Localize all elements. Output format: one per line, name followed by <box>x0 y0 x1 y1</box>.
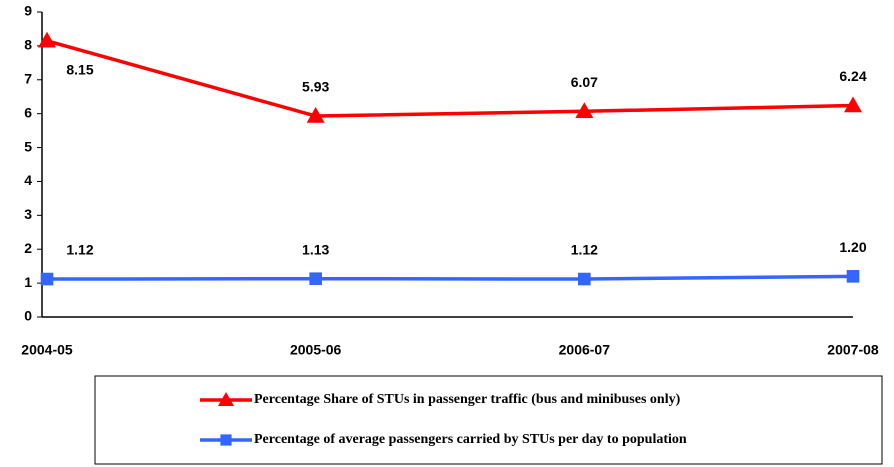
y-tick-label: 3 <box>24 206 32 222</box>
x-tick-label: 2007-08 <box>827 342 879 358</box>
data-point <box>40 272 54 286</box>
y-tick-label: 4 <box>24 172 32 188</box>
data-point <box>306 107 325 123</box>
data-label: 8.15 <box>66 62 93 78</box>
data-point <box>309 272 322 286</box>
y-tick-label: 8 <box>24 37 32 53</box>
data-label: 1.13 <box>302 241 329 257</box>
legend-marker <box>218 392 234 406</box>
data-point <box>38 31 56 48</box>
y-tick-label: 6 <box>24 104 32 120</box>
data-label: 1.12 <box>571 242 598 258</box>
data-point <box>578 272 591 286</box>
data-label: 6.07 <box>571 74 598 90</box>
data-label: 1.20 <box>839 239 866 255</box>
data-point <box>575 102 594 119</box>
legend-text: Percentage Share of STUs in passenger tr… <box>254 392 681 407</box>
x-tick-label: 2006-07 <box>559 342 611 358</box>
y-tick-label: 1 <box>24 274 32 290</box>
y-tick-label: 5 <box>24 138 32 154</box>
y-tick-label: 7 <box>24 70 32 86</box>
x-tick-label: 2005-06 <box>290 342 342 358</box>
legend-box <box>94 375 883 465</box>
y-tick-label: 2 <box>24 240 32 256</box>
x-tick-label: 2004-05 <box>21 342 73 358</box>
series-line <box>46 39 854 118</box>
data-point <box>844 96 862 113</box>
y-tick-label: 0 <box>24 308 32 324</box>
legend-text: Percentage of average passengers carried… <box>254 432 687 447</box>
y-tick-label: 9 <box>24 3 32 19</box>
data-label: 6.24 <box>839 68 866 84</box>
series-line <box>46 274 854 281</box>
legend-marker <box>220 434 232 446</box>
data-label: 1.12 <box>66 242 93 258</box>
data-label: 5.93 <box>302 79 329 95</box>
data-point <box>846 270 860 283</box>
